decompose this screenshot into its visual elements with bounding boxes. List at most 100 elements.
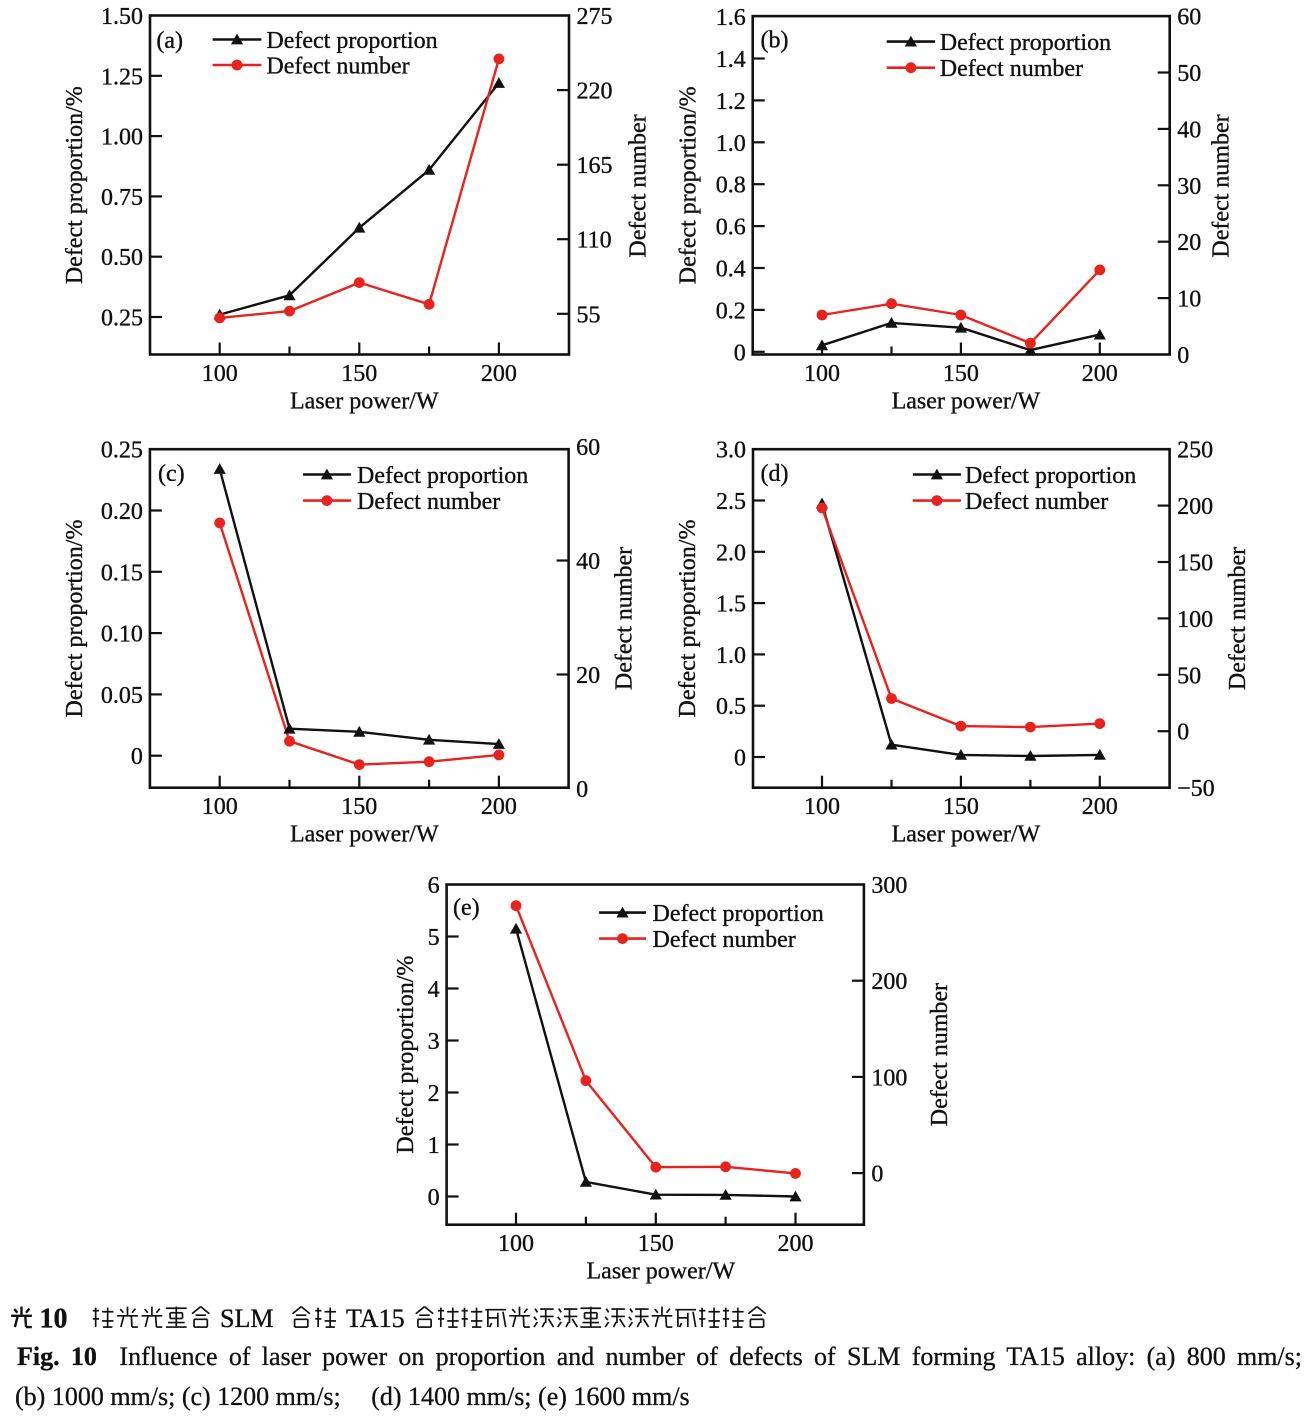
svg-text:150: 150 xyxy=(638,1231,674,1257)
svg-text:100: 100 xyxy=(871,1065,907,1091)
svg-text:0: 0 xyxy=(734,340,746,366)
svg-text:Defect proportion/%: Defect proportion/% xyxy=(675,520,701,718)
svg-text:Defect number: Defect number xyxy=(1209,114,1235,257)
svg-text:1.50: 1.50 xyxy=(101,4,143,30)
svg-text:Defect proportion: Defect proportion xyxy=(653,901,824,927)
svg-text:200: 200 xyxy=(1177,494,1213,520)
svg-text:1.5: 1.5 xyxy=(716,592,746,618)
svg-text:250: 250 xyxy=(1177,438,1213,464)
svg-text:Defect number: Defect number xyxy=(653,927,796,953)
svg-text:1.6: 1.6 xyxy=(716,5,746,31)
svg-text:150: 150 xyxy=(1177,551,1213,577)
svg-text:Laser power/W: Laser power/W xyxy=(290,389,439,415)
svg-text:Defect number: Defect number xyxy=(1225,547,1251,690)
svg-text:Defect proportion: Defect proportion xyxy=(357,463,528,489)
svg-text:220: 220 xyxy=(577,79,613,105)
svg-text:0.15: 0.15 xyxy=(101,560,143,586)
svg-text:2: 2 xyxy=(428,1081,440,1107)
svg-text:Defect number: Defect number xyxy=(626,114,652,257)
svg-text:0.25: 0.25 xyxy=(101,438,143,464)
svg-text:4: 4 xyxy=(428,977,440,1003)
svg-text:Defect number: Defect number xyxy=(940,56,1083,82)
svg-text:0.10: 0.10 xyxy=(101,622,143,648)
svg-text:Laser power/W: Laser power/W xyxy=(290,822,439,848)
svg-text:300: 300 xyxy=(871,873,907,899)
svg-text:Defect number: Defect number xyxy=(266,54,409,80)
svg-text:1.25: 1.25 xyxy=(101,64,143,90)
svg-text:1.0: 1.0 xyxy=(716,131,746,157)
svg-text:0: 0 xyxy=(576,777,588,803)
svg-text:0: 0 xyxy=(734,746,746,772)
svg-text:200: 200 xyxy=(481,794,517,820)
svg-text:50: 50 xyxy=(1177,61,1201,87)
svg-text:10: 10 xyxy=(1177,287,1201,313)
svg-text:Defect number: Defect number xyxy=(611,547,637,690)
svg-text:165: 165 xyxy=(577,153,613,179)
svg-text:40: 40 xyxy=(576,549,600,575)
svg-text:2.5: 2.5 xyxy=(716,489,746,515)
svg-text:0: 0 xyxy=(1177,720,1189,746)
svg-text:6: 6 xyxy=(428,873,440,899)
svg-text:0.25: 0.25 xyxy=(101,306,143,332)
svg-text:275: 275 xyxy=(577,4,613,30)
svg-text:Defect number: Defect number xyxy=(927,983,953,1126)
svg-text:100: 100 xyxy=(1177,607,1213,633)
svg-text:(c): (c) xyxy=(158,461,185,487)
svg-text:55: 55 xyxy=(577,302,601,328)
svg-text:20: 20 xyxy=(576,663,600,689)
svg-text:110: 110 xyxy=(577,228,612,254)
svg-text:200: 200 xyxy=(481,361,517,387)
svg-text:60: 60 xyxy=(1177,5,1201,31)
svg-text:0.4: 0.4 xyxy=(716,257,746,283)
svg-text:0.8: 0.8 xyxy=(716,173,746,199)
svg-text:20: 20 xyxy=(1177,230,1201,256)
svg-text:0.75: 0.75 xyxy=(101,185,143,211)
svg-text:150: 150 xyxy=(341,794,377,820)
svg-text:150: 150 xyxy=(341,361,377,387)
svg-text:10: 10 xyxy=(40,1304,68,1335)
svg-text:(a): (a) xyxy=(156,28,183,54)
svg-text:100: 100 xyxy=(804,361,840,387)
svg-text:Laser power/W: Laser power/W xyxy=(587,1259,736,1285)
svg-text:Defect proportion/%: Defect proportion/% xyxy=(393,956,419,1154)
svg-text:0.2: 0.2 xyxy=(716,298,746,324)
svg-text:TA15: TA15 xyxy=(346,1304,405,1333)
svg-text:5: 5 xyxy=(428,925,440,951)
svg-text:1.0: 1.0 xyxy=(716,643,746,669)
svg-text:100: 100 xyxy=(202,794,238,820)
svg-text:Defect proportion/%: Defect proportion/% xyxy=(62,86,88,284)
svg-text:0: 0 xyxy=(1177,343,1189,369)
svg-text:0.50: 0.50 xyxy=(101,245,143,271)
svg-text:Laser power/W: Laser power/W xyxy=(892,822,1041,848)
svg-text:50: 50 xyxy=(1177,663,1201,689)
svg-text:Defect proportion: Defect proportion xyxy=(266,28,437,54)
svg-text:200: 200 xyxy=(1082,794,1118,820)
svg-text:(d): (d) xyxy=(761,461,789,487)
svg-text:0: 0 xyxy=(871,1162,883,1188)
svg-text:200: 200 xyxy=(871,969,907,995)
svg-text:1.2: 1.2 xyxy=(716,89,746,115)
svg-text:200: 200 xyxy=(1082,361,1118,387)
svg-text:Defect proportion/%: Defect proportion/% xyxy=(62,520,88,718)
svg-text:0.05: 0.05 xyxy=(101,683,143,709)
svg-text:Defect number: Defect number xyxy=(965,489,1108,515)
svg-text:3: 3 xyxy=(428,1029,440,1055)
svg-text:0: 0 xyxy=(428,1185,440,1211)
svg-text:100: 100 xyxy=(202,361,238,387)
svg-text:Laser power/W: Laser power/W xyxy=(892,389,1041,415)
svg-text:150: 150 xyxy=(943,361,979,387)
svg-text:1.00: 1.00 xyxy=(101,125,143,151)
svg-text:SLM: SLM xyxy=(220,1304,273,1333)
svg-text:Defect proportion/%: Defect proportion/% xyxy=(676,86,702,284)
svg-text:1.4: 1.4 xyxy=(716,47,746,73)
svg-text:Defect proportion: Defect proportion xyxy=(940,30,1111,56)
svg-text:150: 150 xyxy=(943,794,979,820)
svg-text:3.0: 3.0 xyxy=(716,438,746,464)
svg-text:40: 40 xyxy=(1177,117,1201,143)
svg-text:0.5: 0.5 xyxy=(716,694,746,720)
svg-text:200: 200 xyxy=(778,1231,814,1257)
svg-text:2.0: 2.0 xyxy=(716,540,746,566)
svg-text:0.20: 0.20 xyxy=(101,499,143,525)
svg-text:0.6: 0.6 xyxy=(716,215,746,241)
svg-text:100: 100 xyxy=(498,1231,534,1257)
